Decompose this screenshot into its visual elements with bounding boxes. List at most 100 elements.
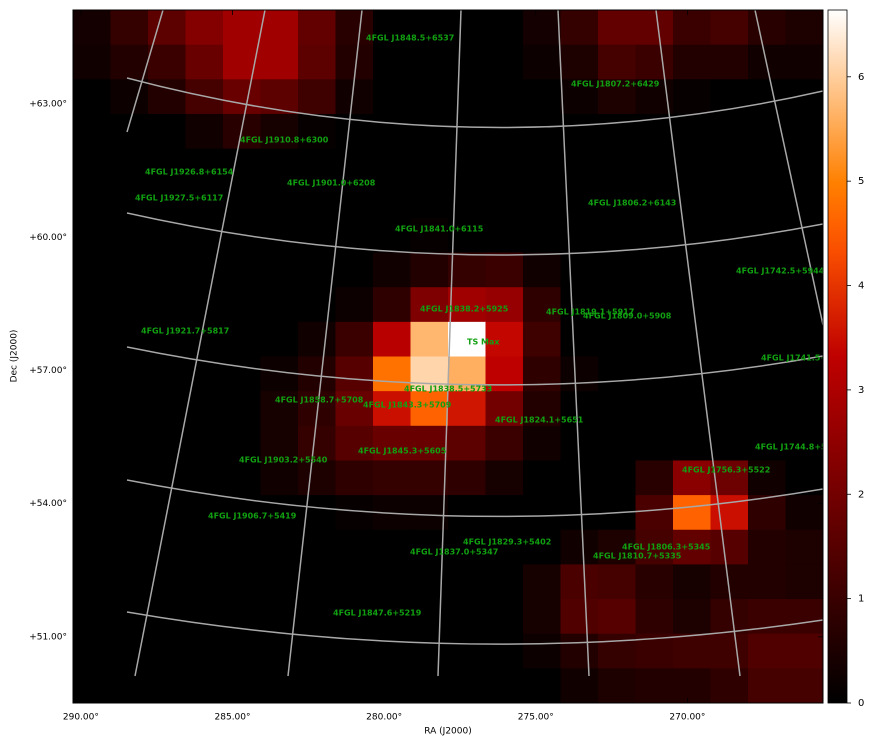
heatmap-cell	[260, 668, 299, 704]
source-label: 4FGL J1806.3+5345	[622, 543, 711, 552]
heatmap-cell	[110, 564, 149, 600]
heatmap-cell	[785, 564, 824, 600]
heatmap-cell	[185, 460, 224, 496]
heatmap-cell	[598, 529, 636, 565]
heatmap-cell	[560, 217, 599, 254]
heatmap-cell	[673, 668, 711, 704]
heatmap-cell	[373, 113, 411, 150]
heatmap-cell	[185, 10, 224, 46]
source-label: 4FGL J1906.7+5419	[208, 512, 297, 521]
heatmap-cell	[748, 79, 786, 115]
heatmap-cell	[598, 356, 636, 392]
heatmap-cell	[410, 113, 449, 150]
heatmap-cell	[373, 287, 411, 323]
heatmap-cell	[560, 10, 599, 46]
heatmap-cell	[598, 633, 636, 669]
source-label: 4FGL J1741.5+5	[761, 354, 833, 363]
heatmap-cell	[148, 113, 186, 150]
heatmap-cell	[673, 252, 711, 288]
heatmap-cell	[785, 391, 824, 427]
heatmap-cell	[598, 10, 636, 46]
heatmap-cell	[785, 599, 824, 635]
source-label: 4FGL J1858.7+5708	[275, 396, 364, 405]
heatmap-cell	[110, 113, 149, 150]
heatmap-cell	[260, 529, 299, 565]
heatmap-cell	[410, 633, 449, 669]
heatmap-cell	[485, 44, 524, 80]
heatmap-cell	[598, 113, 636, 150]
heatmap-cell	[785, 252, 824, 288]
y-tick-label: +57.00°	[29, 366, 67, 376]
heatmap-cell	[560, 495, 599, 531]
heatmap-cell	[560, 252, 599, 288]
heatmap-cell	[73, 183, 111, 219]
heatmap-cell	[635, 391, 674, 427]
heatmap-cell	[373, 217, 411, 254]
heatmap-cell	[410, 564, 449, 600]
heatmap-cell	[598, 321, 636, 357]
heatmap-cell	[748, 287, 786, 323]
heatmap-cell	[748, 668, 786, 704]
heatmap-cell	[335, 599, 374, 635]
heatmap-cell	[448, 79, 486, 115]
heatmap-cell	[448, 252, 486, 288]
heatmap-cell	[523, 495, 561, 531]
heatmap-cell	[748, 10, 786, 46]
heatmap-cell	[635, 495, 674, 531]
heatmap-cell	[410, 252, 449, 288]
heatmap-cell	[410, 287, 449, 323]
source-label: 4FGL J1903.2+5540	[239, 456, 328, 465]
heatmap-cell	[110, 668, 149, 704]
heatmap-cell	[710, 356, 749, 392]
heatmap-cell	[485, 599, 524, 635]
heatmap-cell	[185, 252, 224, 288]
heatmap-cell	[298, 321, 336, 357]
heatmap-cell	[485, 113, 524, 150]
heatmap-cell	[410, 321, 449, 357]
graticule	[126, 10, 823, 677]
heatmap-cell	[523, 356, 561, 392]
heatmap-cell	[110, 356, 149, 392]
heatmap-cell	[710, 529, 749, 565]
source-label: 4FGL J1845.3+5605	[358, 447, 447, 456]
heatmap-cell	[785, 44, 824, 80]
heatmap-cell	[298, 217, 336, 254]
source-labels: 4FGL J1848.5+6537 4FGL J1807.2+6429 4FGL J…	[135, 34, 833, 618]
heatmap-cell	[73, 252, 111, 288]
heatmap-cell	[448, 564, 486, 600]
heatmap-cell	[373, 529, 411, 565]
heatmap-cell	[448, 495, 486, 531]
heatmap-cell	[635, 44, 674, 80]
source-label: TS Max	[467, 338, 500, 347]
heatmap-cell	[73, 529, 111, 565]
colorbar-tick-label: 1	[858, 594, 864, 605]
heatmap-cell	[448, 10, 486, 46]
heatmap-cell	[410, 356, 449, 392]
heatmap-cell	[598, 79, 636, 115]
heatmap-cell	[110, 495, 149, 531]
heatmap-cell	[373, 668, 411, 704]
heatmap-cell	[785, 321, 824, 357]
heatmap-cell	[485, 495, 524, 531]
heatmap-cell	[673, 10, 711, 46]
heatmap-cell	[748, 529, 786, 565]
heatmap-cell	[298, 113, 336, 150]
heatmap-cell	[73, 79, 111, 115]
heatmap-cell	[560, 529, 599, 565]
heatmap-cell	[148, 668, 186, 704]
heatmap-cell	[73, 460, 111, 496]
y-tick-label: +51.00°	[29, 632, 67, 642]
heatmap-cell	[260, 425, 299, 461]
heatmap-cell	[523, 633, 561, 669]
heatmap-cell	[710, 183, 749, 219]
heatmap-cell	[410, 44, 449, 80]
heatmap-cell	[448, 356, 486, 392]
heatmap-cell	[148, 633, 186, 669]
source-label: 4FGL J1742.5+5944	[736, 267, 825, 276]
heatmap-cell	[110, 460, 149, 496]
heatmap-cell	[485, 287, 524, 323]
heatmap-cell	[148, 391, 186, 427]
heatmap-cell	[73, 495, 111, 531]
heatmap-cell	[635, 529, 674, 565]
heatmap-cell	[373, 460, 411, 496]
